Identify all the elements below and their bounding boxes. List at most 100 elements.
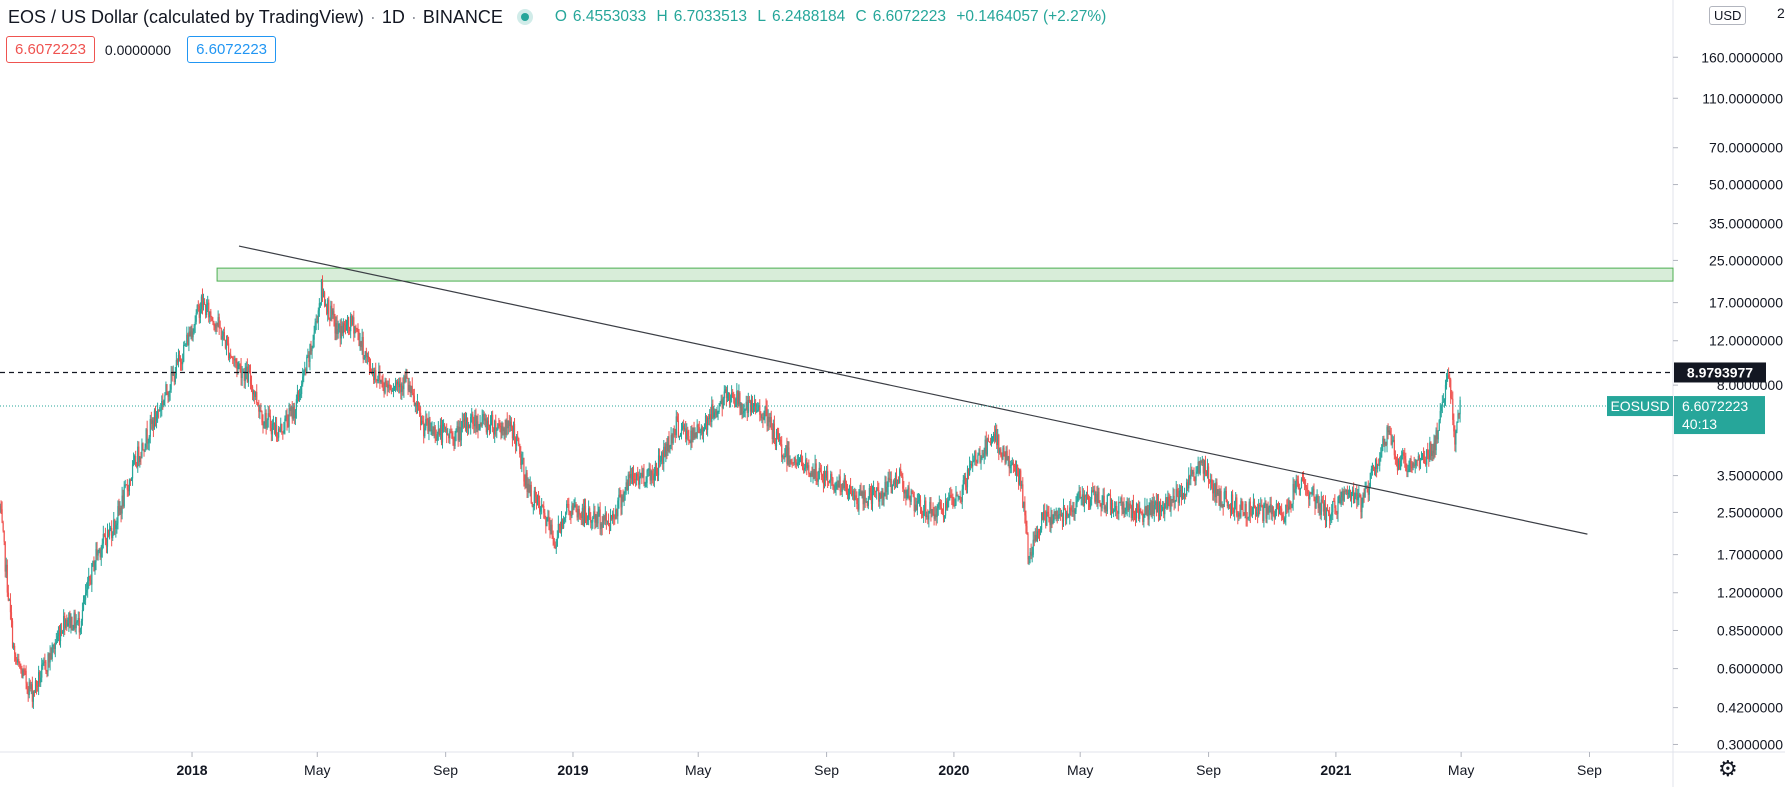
candle-body bbox=[452, 438, 454, 440]
candle-body bbox=[564, 518, 566, 521]
gear-icon[interactable]: ⚙ bbox=[1718, 756, 1738, 781]
candle-body bbox=[1176, 489, 1178, 497]
symbol-title[interactable]: EOS / US Dollar (calculated by TradingVi… bbox=[8, 6, 364, 27]
candle-body bbox=[669, 445, 671, 448]
price-tick-label: 0.6000000 bbox=[1717, 661, 1783, 677]
candle-body bbox=[1272, 506, 1274, 514]
candle-body bbox=[1259, 504, 1261, 507]
candle-body bbox=[139, 457, 141, 463]
candle-body bbox=[907, 487, 909, 496]
candle-body bbox=[860, 491, 862, 496]
candle-body bbox=[1012, 462, 1015, 466]
candle-body bbox=[1129, 503, 1131, 506]
candle-body bbox=[186, 334, 188, 345]
candle-body bbox=[1211, 479, 1213, 488]
candle-body bbox=[1308, 493, 1310, 500]
candle-body bbox=[1267, 506, 1269, 513]
candle-body bbox=[1206, 466, 1209, 475]
candle-body bbox=[516, 436, 518, 446]
candle-body bbox=[570, 514, 572, 517]
market-status-icon[interactable] bbox=[516, 9, 533, 25]
candle-body bbox=[1439, 410, 1441, 421]
candle-body bbox=[1109, 494, 1112, 510]
candle-body bbox=[822, 476, 825, 485]
candle-body bbox=[864, 491, 866, 503]
candle-body bbox=[1458, 413, 1460, 415]
time-tick-label: Sep bbox=[1577, 762, 1602, 778]
candle-body bbox=[848, 486, 851, 495]
candle-body bbox=[1189, 475, 1191, 480]
candle-body bbox=[1398, 460, 1401, 470]
candle-body bbox=[31, 684, 33, 702]
candle-body bbox=[828, 481, 830, 483]
candle-body bbox=[182, 361, 184, 365]
candle-body bbox=[1258, 504, 1260, 517]
candle-body bbox=[284, 418, 286, 431]
candle-body bbox=[543, 506, 545, 513]
candle-body bbox=[486, 420, 488, 433]
candle-body bbox=[737, 391, 739, 405]
candle-body bbox=[387, 384, 389, 388]
candle-body bbox=[697, 424, 699, 428]
candle-body bbox=[1125, 507, 1127, 511]
candle-body bbox=[350, 315, 352, 332]
candle-body bbox=[1316, 495, 1318, 500]
currency-badge[interactable]: USD bbox=[1709, 6, 1747, 25]
symbol-marker bbox=[1607, 396, 1673, 417]
candle-body bbox=[1099, 502, 1101, 504]
close-value: C 6.6072223 bbox=[855, 8, 947, 25]
candle-body bbox=[490, 414, 493, 424]
candle-body bbox=[586, 519, 589, 521]
candle-body bbox=[265, 412, 267, 428]
candle-body bbox=[1240, 500, 1242, 517]
candle-body bbox=[1273, 513, 1275, 518]
candle-body bbox=[726, 393, 729, 399]
input-value-right[interactable]: 6.6072223 bbox=[187, 36, 276, 63]
candle-body bbox=[1132, 500, 1135, 514]
candle-body bbox=[480, 422, 482, 426]
candle-body bbox=[155, 416, 158, 421]
candle-body bbox=[1115, 505, 1117, 510]
candle-body bbox=[1096, 493, 1098, 503]
candle-body bbox=[610, 515, 613, 520]
candle-body bbox=[938, 502, 940, 505]
candle-body bbox=[162, 401, 164, 406]
candle-body bbox=[160, 409, 162, 411]
candle-body bbox=[27, 688, 29, 696]
candle-body bbox=[854, 495, 856, 501]
candle-body bbox=[1077, 492, 1079, 501]
candle-body bbox=[936, 508, 938, 518]
candle-body bbox=[809, 473, 811, 477]
candle-body bbox=[241, 372, 243, 379]
candle-body bbox=[270, 428, 272, 435]
candle-body bbox=[53, 645, 55, 650]
candle-body bbox=[32, 691, 34, 702]
candle-body bbox=[1377, 464, 1379, 470]
candle-body bbox=[495, 420, 497, 431]
candle-body bbox=[1455, 430, 1457, 445]
candle-body bbox=[1266, 506, 1268, 519]
candle-body bbox=[1116, 505, 1118, 512]
candle-body bbox=[1079, 490, 1081, 499]
candle-body bbox=[310, 344, 312, 352]
candle-body bbox=[331, 305, 333, 315]
candle-body bbox=[378, 371, 380, 380]
candle-body bbox=[184, 344, 186, 346]
candle-body bbox=[290, 407, 292, 412]
candle-body bbox=[94, 562, 96, 572]
candle-body bbox=[20, 668, 22, 670]
candle-body bbox=[1020, 470, 1022, 487]
price-tick-label: 110.0000000 bbox=[1702, 90, 1783, 106]
candle-body bbox=[916, 500, 918, 511]
input-value-left[interactable]: 6.6072223 bbox=[6, 36, 95, 63]
time-tick-label: 2020 bbox=[938, 762, 969, 778]
candle-body bbox=[391, 390, 394, 392]
candle-body bbox=[1297, 481, 1299, 489]
candle-body bbox=[403, 376, 405, 390]
candle-body bbox=[282, 431, 284, 433]
candle-body bbox=[900, 469, 902, 474]
candle-body bbox=[51, 645, 53, 659]
candle-body bbox=[287, 422, 289, 427]
interval-label[interactable]: 1D bbox=[381, 6, 405, 27]
